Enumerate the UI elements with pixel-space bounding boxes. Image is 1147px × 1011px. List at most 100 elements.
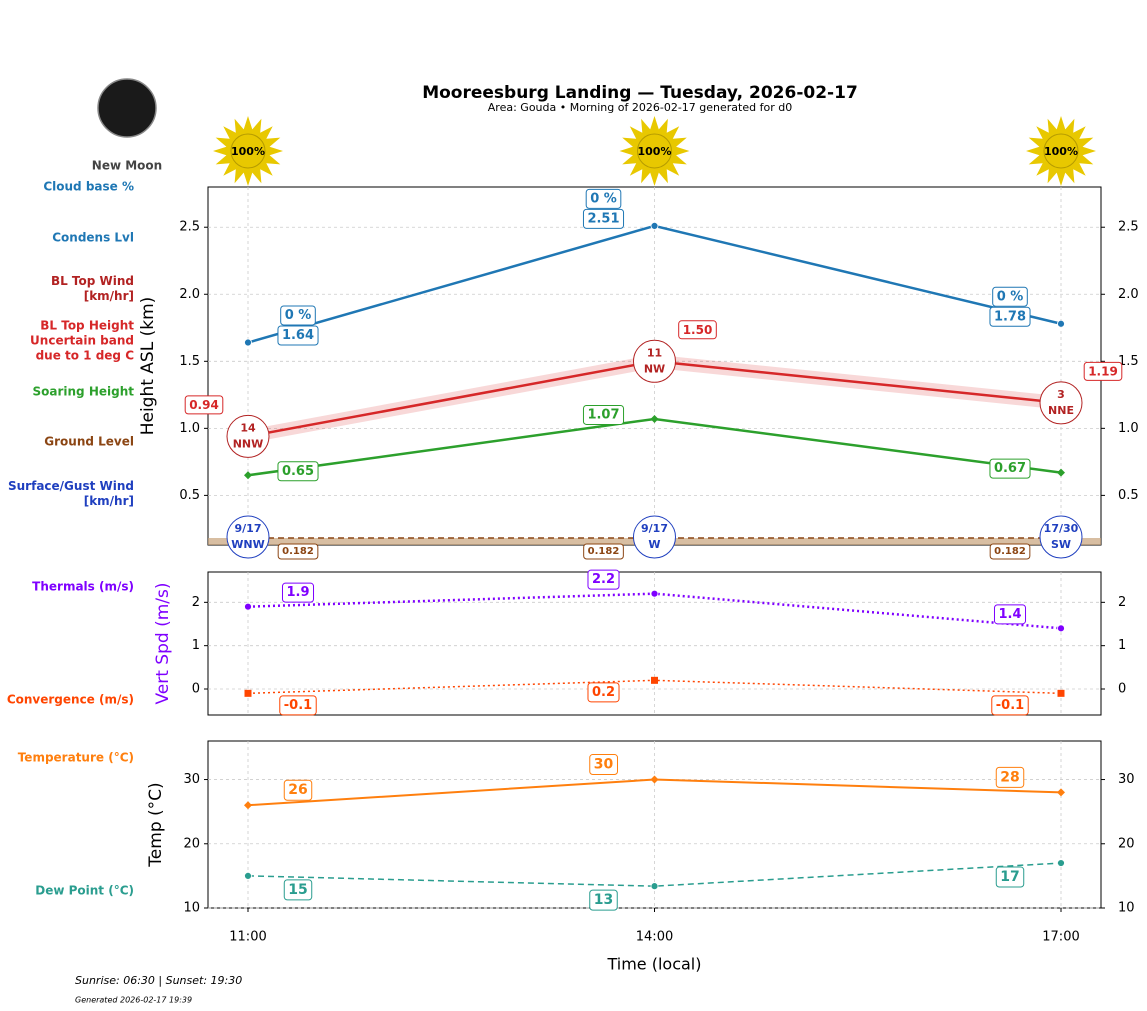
point <box>651 676 658 684</box>
data-label-text: 2.51 <box>587 211 619 226</box>
series-label: Temperature (°C) <box>17 750 134 765</box>
y2-tick-label: 30 <box>1118 772 1135 787</box>
data-label: 30 <box>589 754 618 776</box>
data-label-box <box>589 754 618 776</box>
data-label-text: 0 % <box>285 308 312 323</box>
data-label: 0.182 <box>989 543 1031 560</box>
y-tick-label: 2.5 <box>179 220 200 235</box>
data-label: 1.07 <box>582 404 625 425</box>
generated-note: Generated 2026-02-17 19:39 <box>75 996 192 1005</box>
data-label-text: 1.50 <box>683 323 713 337</box>
wind-direction: W <box>648 538 660 551</box>
data-label-box <box>995 766 1025 788</box>
wind-direction: SW <box>1051 538 1071 551</box>
point <box>1057 624 1065 633</box>
point <box>1057 689 1065 697</box>
sun-times: Sunrise: 06:30 | Sunset: 19:30 <box>75 974 242 987</box>
series-label: Condens Lvl <box>52 230 134 245</box>
y2-tick-label: 0 <box>1118 682 1126 697</box>
data-label-text: 1.19 <box>1088 364 1118 378</box>
data-label: 17 <box>995 866 1025 888</box>
wind-speed: 14 <box>240 421 256 434</box>
data-label-box <box>993 604 1027 625</box>
data-label: 0.2 <box>587 682 620 703</box>
data-label-text: 0.2 <box>592 685 615 700</box>
data-label-box <box>587 682 620 703</box>
data-label: 1.64 <box>277 325 319 346</box>
y-tick-label: 10 <box>183 901 200 916</box>
wind-speed: 9/17 <box>235 522 262 535</box>
y2-tick-label: 2 <box>1118 595 1126 610</box>
y2-tick-label: 1.5 <box>1118 354 1139 369</box>
point <box>1057 319 1065 328</box>
point <box>650 414 659 423</box>
wind-speed: 3 <box>1057 388 1065 401</box>
y-tick-label: 1.0 <box>179 421 200 436</box>
data-label-text: 2.2 <box>592 572 615 587</box>
data-label-text: 28 <box>1000 769 1019 785</box>
data-label-text: 1.07 <box>587 407 619 422</box>
x-tick-label: 14:00 <box>636 930 673 945</box>
sun-icon <box>230 133 266 169</box>
point <box>650 775 659 784</box>
data-label: -0.1 <box>279 695 317 716</box>
y2-tick-label: 0.5 <box>1118 488 1139 503</box>
wind-direction: NNE <box>1048 404 1074 417</box>
data-label-text: 30 <box>594 757 614 773</box>
sun-icon <box>637 133 672 169</box>
wind-circle <box>1039 381 1083 425</box>
wind-direction: NNW <box>233 437 264 450</box>
data-label-text: 1.78 <box>994 309 1026 324</box>
wind-circle <box>226 414 270 458</box>
y-tick-label: 2 <box>192 595 200 610</box>
data-label-box <box>678 320 717 340</box>
y-axis-label: Temp (°C) <box>146 782 166 867</box>
data-label-text: -0.1 <box>284 698 312 713</box>
data-label-box <box>587 569 620 590</box>
data-label-text: 0.67 <box>994 461 1026 476</box>
point <box>650 882 659 891</box>
x-tick-label: 11:00 <box>229 930 266 945</box>
data-label: 0.67 <box>989 458 1031 479</box>
point <box>244 801 252 810</box>
data-label-box <box>279 695 317 716</box>
y-axis-label: Vert Spd (m/s) <box>153 582 173 704</box>
x-tick-label: 17:00 <box>1042 930 1079 945</box>
data-label: 2.51 <box>582 208 625 229</box>
data-label: 0.182 <box>583 543 624 560</box>
wind-speed: 11 <box>647 346 662 359</box>
y2-tick-label: 2.0 <box>1118 287 1139 302</box>
data-label-box <box>992 286 1028 307</box>
wind-direction: WNW <box>231 538 264 551</box>
y-tick-label: 2.0 <box>179 287 200 302</box>
data-label-box <box>583 543 624 560</box>
data-label: 1.19 <box>1083 361 1123 381</box>
point <box>244 338 252 347</box>
data-label: 28 <box>995 766 1025 788</box>
data-label-box <box>989 458 1031 479</box>
chart-subtitle: Area: Gouda • Morning of 2026-02-17 gene… <box>488 101 792 114</box>
uncertainty-band <box>248 354 1061 444</box>
y2-tick-label: 10 <box>1118 901 1135 916</box>
series-label: Dew Point (°C) <box>35 883 134 898</box>
y-tick-label: 0.5 <box>179 488 200 503</box>
point <box>244 471 252 480</box>
sun-label: 100% <box>1044 145 1078 158</box>
series-label: Surface/Gust Wind [km/hr] <box>8 479 134 508</box>
data-label: 0.65 <box>277 461 319 482</box>
point <box>244 871 252 880</box>
data-label: 1.78 <box>989 306 1031 327</box>
wind-speed: 17/30 <box>1044 522 1079 535</box>
data-label: 0 % <box>992 286 1028 307</box>
data-label-text: -0.1 <box>996 698 1024 713</box>
data-label: 0 % <box>280 305 316 326</box>
data-label-box <box>277 543 319 560</box>
wind-circle <box>633 339 676 383</box>
data-label: 0.94 <box>184 395 224 415</box>
wind-circle <box>1039 515 1083 559</box>
data-label-text: 0.94 <box>189 398 219 412</box>
data-label-box <box>582 404 625 425</box>
data-label-box <box>184 395 224 415</box>
data-label-box <box>277 325 319 346</box>
